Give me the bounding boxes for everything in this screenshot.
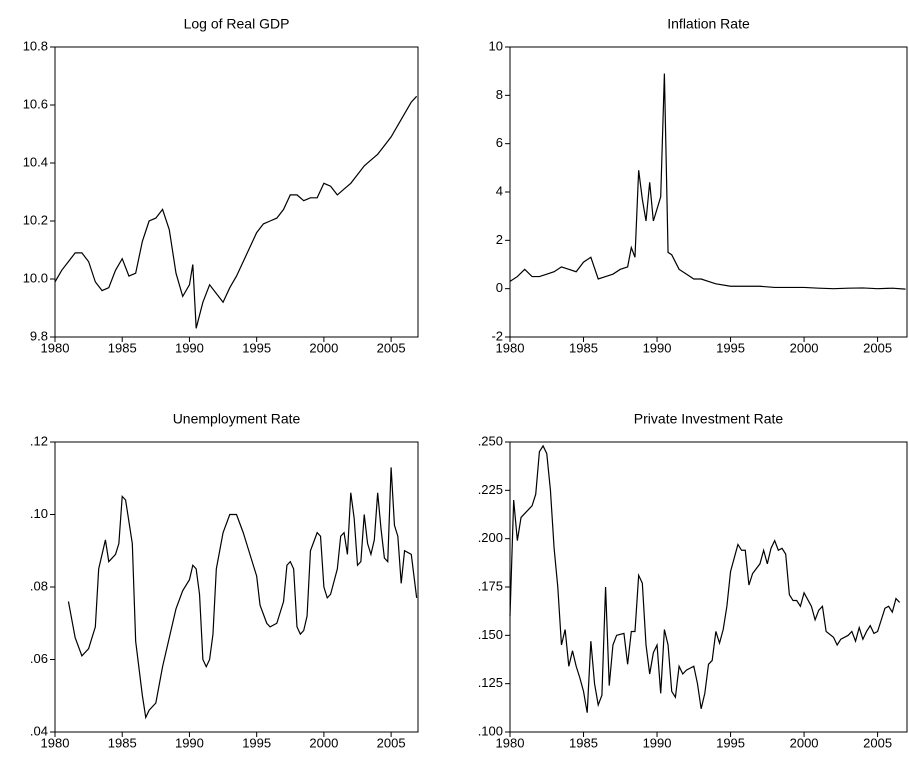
y-tick-label: 9.8 <box>30 328 48 343</box>
plot-frame <box>509 46 908 338</box>
x-tick-label: 1985 <box>569 735 598 750</box>
x-tick-label: 1985 <box>108 735 137 750</box>
y-tick-label: .06 <box>30 651 48 666</box>
y-tick-label: 10 <box>489 38 503 53</box>
x-tick-label: 1995 <box>242 735 271 750</box>
x-tick-label: 1995 <box>716 340 745 355</box>
x-tick-label: 2005 <box>863 735 892 750</box>
y-tick-label: .250 <box>478 433 503 448</box>
y-tick-label: .200 <box>478 530 503 545</box>
y-tick-label: 10.0 <box>23 270 48 285</box>
x-tick-label: 1990 <box>175 340 204 355</box>
x-tick-label: 2005 <box>863 340 892 355</box>
y-tick-label: .225 <box>478 482 503 497</box>
y-tick-label: -2 <box>491 328 503 343</box>
x-tick-label: 1980 <box>496 340 525 355</box>
y-tick-label: 0 <box>496 280 503 295</box>
data-line <box>67 467 418 720</box>
x-tick-label: 1980 <box>496 735 525 750</box>
data-line <box>509 73 906 290</box>
y-tick-label: 10.8 <box>23 38 48 53</box>
plot-frame <box>509 441 908 733</box>
y-tick-label: .08 <box>30 578 48 593</box>
chart-title: Private Investment Rate <box>634 411 784 427</box>
x-tick-label: 1990 <box>643 340 672 355</box>
y-tick-label: .04 <box>30 723 48 738</box>
y-tick-label: .125 <box>478 675 503 690</box>
y-tick-label: 10.2 <box>23 212 48 227</box>
y-tick-label: 2 <box>496 232 503 247</box>
y-tick-label: .100 <box>478 723 503 738</box>
x-tick-label: 2005 <box>377 735 406 750</box>
y-tick-label: 4 <box>496 183 503 198</box>
y-tick-label: .12 <box>30 433 48 448</box>
x-tick-label: 1995 <box>716 735 745 750</box>
x-tick-label: 1990 <box>643 735 672 750</box>
x-tick-label: 1995 <box>242 340 271 355</box>
x-tick-label: 1985 <box>569 340 598 355</box>
x-tick-label: 2000 <box>309 735 338 750</box>
chart-title: Unemployment Rate <box>173 411 301 427</box>
data-line <box>509 444 901 713</box>
plot-frame <box>54 441 419 733</box>
x-tick-label: 1980 <box>41 735 70 750</box>
data-line <box>54 95 418 329</box>
x-tick-label: 2000 <box>790 340 819 355</box>
y-tick-label: 10.4 <box>23 154 48 169</box>
x-tick-label: 2000 <box>309 340 338 355</box>
x-tick-label: 1985 <box>108 340 137 355</box>
y-tick-label: .150 <box>478 627 503 642</box>
plot-frame <box>54 46 419 338</box>
y-tick-label: 6 <box>496 135 503 150</box>
y-tick-label: .175 <box>478 578 503 593</box>
chart-title: Inflation Rate <box>667 16 750 32</box>
y-tick-label: .10 <box>30 506 48 521</box>
chart-title: Log of Real GDP <box>184 16 290 32</box>
y-tick-label: 8 <box>496 87 503 102</box>
x-tick-label: 2000 <box>790 735 819 750</box>
x-tick-label: 2005 <box>377 340 406 355</box>
y-tick-label: 10.6 <box>23 96 48 111</box>
x-tick-label: 1990 <box>175 735 204 750</box>
x-tick-label: 1980 <box>41 340 70 355</box>
